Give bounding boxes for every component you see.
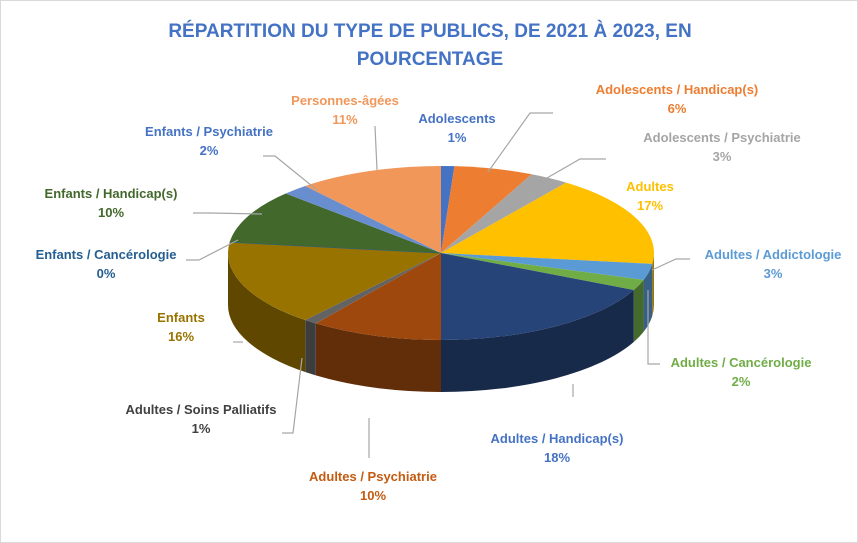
leader-line-adultes-soins-palliatifs [282, 357, 303, 434]
leader-line-enfants-cancerologie [186, 239, 239, 261]
slice-value-adultes-addictologie: 3% [764, 266, 783, 281]
pie-slice-personnes-agees [305, 166, 441, 253]
slice-label-adolescents-handicap-s: Adolescents / Handicap(s) [596, 82, 759, 97]
slice-label-enfants-psychiatrie: Enfants / Psychiatrie [145, 124, 273, 139]
leader-line-adolescents-handicap-s [487, 112, 553, 173]
pie-slice-adultes-soins-palliatifs [305, 253, 441, 324]
slice-value-enfants-psychiatrie: 2% [200, 143, 219, 158]
slice-value-adolescents-psychiatrie: 3% [713, 149, 732, 164]
pie-side-adultes-handicap-s [441, 290, 634, 392]
slice-label-personnes-agees: Personnes-âgées [291, 93, 399, 108]
pie-slice-adultes-psychiatrie [315, 253, 441, 340]
leader-line-enfants-handicap-s [193, 212, 263, 215]
leader-line-adultes-cancerologie [647, 290, 660, 365]
slice-label-adolescents-psychiatrie: Adolescents / Psychiatrie [643, 130, 801, 145]
slice-value-personnes-agees: 11% [332, 112, 358, 127]
slice-label-enfants-handicap-s: Enfants / Handicap(s) [45, 186, 178, 201]
chart-title: RÉPARTITION DU TYPE DE PUBLICS, DE 2021 … [168, 21, 692, 70]
pie-side-adultes-soins-palliatifs [305, 320, 316, 376]
slice-value-enfants: 16% [168, 329, 194, 344]
slice-label-enfants-cancerologie: Enfants / Cancérologie [36, 247, 177, 262]
pie-side-enfants [228, 253, 306, 373]
slice-label-adultes: Adultes [626, 179, 674, 194]
pie-side-adultes-cancerologie [633, 279, 644, 343]
slice-value-enfants-cancerologie: 0% [97, 266, 116, 281]
slice-label-enfants: Enfants [157, 310, 205, 325]
slice-value-enfants-handicap-s: 10% [98, 205, 124, 220]
pie-slice-adolescents-psychiatrie [441, 174, 567, 253]
pie-slice-adultes [441, 182, 654, 264]
pie-slice-enfants-handicap-s [229, 193, 441, 253]
leader-line-enfants-psychiatrie [263, 155, 318, 191]
pie-slice-adolescents-handicap-s [441, 166, 532, 253]
pie-slice-adultes-addictologie [441, 253, 653, 280]
pie-slice-adolescents [441, 166, 455, 253]
leader-line-adolescents-psychiatrie [539, 158, 606, 183]
slice-value-adultes: 17% [637, 198, 663, 213]
slice-value-adultes-cancerologie: 2% [732, 374, 751, 389]
slice-value-adultes-handicap-s: 18% [544, 450, 570, 465]
pie-slice-enfants [228, 242, 441, 321]
pie-slice-adultes-handicap-s [441, 253, 634, 340]
pie-slice-adultes-cancerologie [441, 253, 644, 291]
pie-slice-enfants-psychiatrie [285, 185, 441, 253]
slice-value-adultes-psychiatrie: 10% [360, 488, 386, 503]
slice-label-adolescents: Adolescents [418, 111, 495, 126]
pie-side-adultes-psychiatrie [315, 323, 441, 392]
slice-value-adolescents-handicap-s: 6% [668, 101, 687, 116]
slice-label-adultes-soins-palliatifs: Adultes / Soins Palliatifs [126, 402, 277, 417]
slice-label-adultes-addictologie: Adultes / Addictologie [705, 247, 842, 262]
slice-label-adultes-handicap-s: Adultes / Handicap(s) [491, 431, 624, 446]
leader-line-personnes-agees [374, 125, 378, 171]
slice-label-adultes-cancerologie: Adultes / Cancérologie [671, 355, 812, 370]
slice-value-adolescents: 1% [448, 130, 467, 145]
leader-line-adultes-addictologie [651, 258, 690, 271]
slice-value-adultes-soins-palliatifs: 1% [192, 421, 211, 436]
slice-label-adultes-psychiatrie: Adultes / Psychiatrie [309, 469, 437, 484]
